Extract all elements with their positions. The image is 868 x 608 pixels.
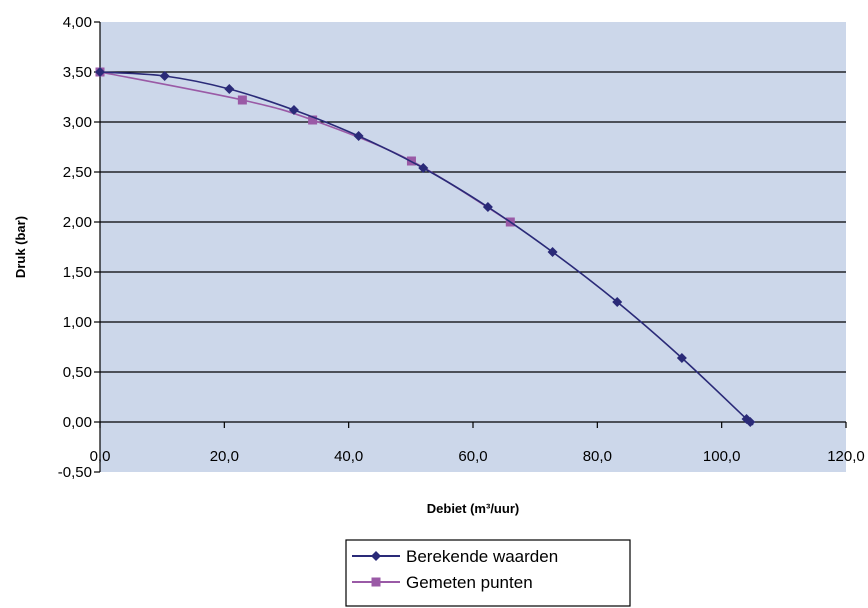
y-axis-title: Druk (bar) xyxy=(13,216,28,278)
y-tick-label: 4,00 xyxy=(63,14,92,31)
y-tick-label: 0,50 xyxy=(63,364,92,381)
legend-marker xyxy=(372,578,381,587)
legend-label: Gemeten punten xyxy=(406,573,533,592)
y-tick-label: -0,50 xyxy=(58,464,92,481)
x-tick-label: 80,0 xyxy=(583,448,612,465)
x-tick-label: 60,0 xyxy=(458,448,487,465)
y-axis-ticks: 4,00 3,50 3,00 2,50 2,00 1,50 1,00 0,50 0,00 -0,5… xyxy=(58,14,100,481)
legend: Berekende waarden Gemeten punten xyxy=(346,540,630,606)
data-point xyxy=(238,96,247,105)
x-tick-label: 40,0 xyxy=(334,448,363,465)
x-axis-title: Debiet (m³/uur) xyxy=(427,501,519,516)
y-tick-label: 3,00 xyxy=(63,114,92,131)
y-tick-label: 1,00 xyxy=(63,314,92,331)
plot-area xyxy=(100,22,846,472)
y-tick-label: 0,00 xyxy=(63,414,92,431)
x-tick-label: 20,0 xyxy=(210,448,239,465)
y-tick-label: 3,50 xyxy=(63,64,92,81)
x-tick-label: 120,0 xyxy=(827,448,865,465)
x-tick-label: 0,0 xyxy=(90,448,111,465)
legend-label: Berekende waarden xyxy=(406,547,558,566)
y-tick-label: 1,50 xyxy=(63,264,92,281)
y-tick-label: 2,50 xyxy=(63,164,92,181)
x-tick-label: 100,0 xyxy=(703,448,741,465)
y-tick-label: 2,00 xyxy=(63,214,92,231)
